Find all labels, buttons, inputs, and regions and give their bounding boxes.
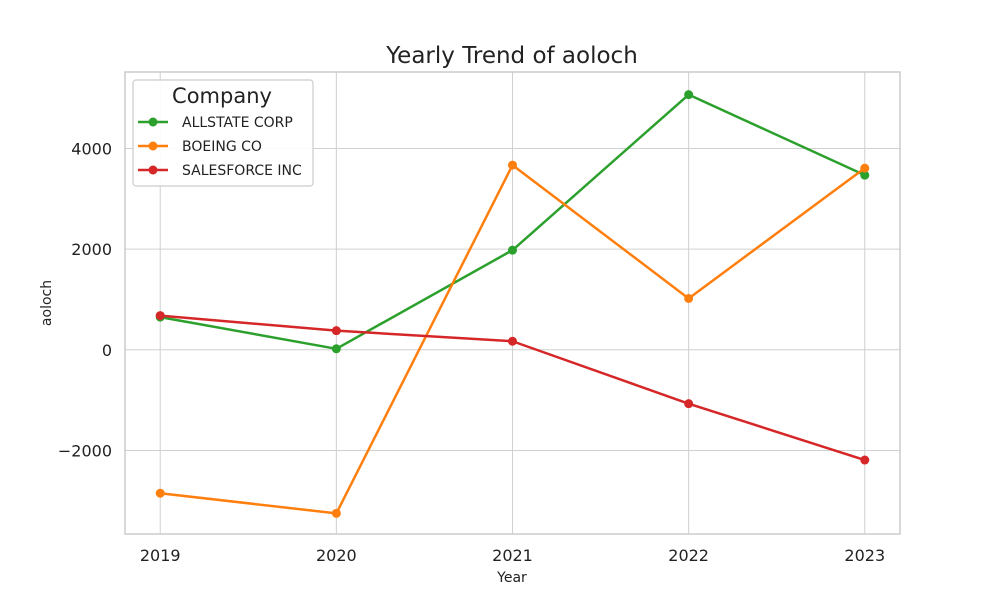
x-axis-label: Year	[496, 570, 527, 586]
data-point-salesforce-inc-2022	[684, 399, 694, 409]
x-tick-label-2019: 2019	[140, 546, 181, 565]
legend-label-allstate-corp: ALLSTATE CORP	[182, 115, 293, 131]
y-tick-label-2000: 2000	[71, 240, 112, 259]
y-axis-ticks: −2000 0 2000 4000	[58, 139, 112, 460]
legend-marker-allstate-corp	[148, 117, 158, 127]
y-tick-label-4000: 4000	[71, 139, 112, 158]
legend-marker-salesforce-inc	[148, 165, 158, 175]
data-point-salesforce-inc-2020	[331, 326, 341, 336]
x-tick-label-2021: 2021	[492, 546, 533, 565]
gridlines	[125, 72, 900, 534]
data-point-boeing-co-2021	[508, 160, 517, 170]
data-point-boeing-co-2019	[155, 488, 165, 498]
points-layer	[155, 90, 870, 518]
data-point-boeing-co-2023	[860, 163, 870, 173]
legend-label-boeing-co: BOEING CO	[182, 139, 262, 155]
y-tick-label-0: 0	[102, 341, 112, 360]
legend-label-salesforce-inc: SALESFORCE INC	[182, 163, 302, 179]
legend-item-boeing-co: BOEING CO	[138, 139, 262, 155]
legend-item-salesforce-inc: SALESFORCE INC	[138, 163, 302, 179]
data-point-allstate-corp-2021	[508, 245, 517, 255]
legend-marker-boeing-co	[148, 141, 158, 151]
y-axis-label: aoloch	[39, 280, 55, 326]
legend: Company ALLSTATE CORP BOEING CO SALESFOR…	[132, 79, 314, 187]
chart-title: Yearly Trend of aoloch	[385, 43, 638, 69]
legend-item-allstate-corp: ALLSTATE CORP	[138, 115, 293, 131]
x-tick-label-2022: 2022	[668, 546, 709, 565]
y-tick-label-2000: −2000	[58, 441, 112, 460]
data-point-salesforce-inc-2021	[508, 336, 517, 346]
data-point-allstate-corp-2020	[331, 344, 341, 354]
legend-title: Company	[172, 84, 272, 108]
data-point-boeing-co-2020	[331, 508, 341, 518]
x-tick-label-2020: 2020	[316, 546, 357, 565]
data-point-allstate-corp-2022	[684, 90, 694, 100]
data-point-boeing-co-2022	[684, 293, 694, 303]
legend-box	[132, 79, 314, 187]
data-point-salesforce-inc-2019	[155, 311, 165, 321]
plot-frame	[124, 71, 901, 535]
data-point-allstate-corp-2023	[860, 170, 870, 180]
x-axis-ticks: 2019 2020 2021 2022 2023	[140, 546, 885, 565]
x-tick-label-2023: 2023	[844, 546, 885, 565]
data-point-salesforce-inc-2023	[860, 455, 870, 465]
